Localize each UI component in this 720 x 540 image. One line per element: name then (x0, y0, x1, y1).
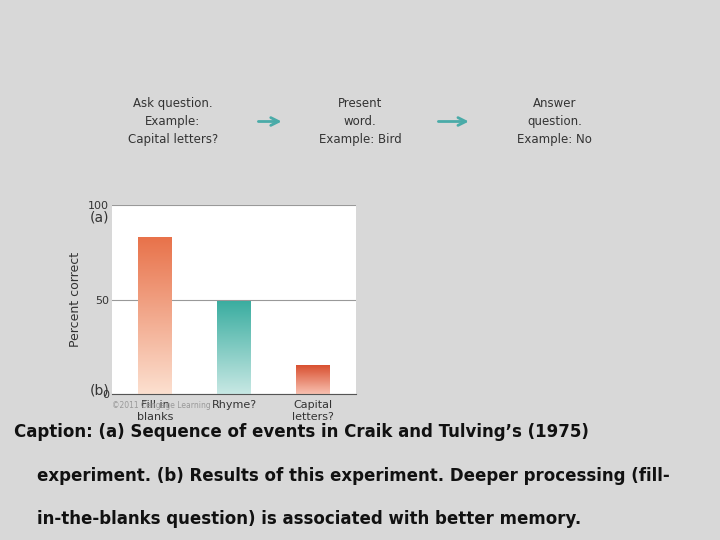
Text: in-the-blanks question) is associated with better memory.: in-the-blanks question) is associated wi… (14, 510, 582, 528)
Y-axis label: Percent correct: Percent correct (69, 252, 82, 347)
Text: Ask question.
Example:
Capital letters?: Ask question. Example: Capital letters? (127, 97, 218, 146)
Text: Answer
question.
Example: No: Answer question. Example: No (517, 97, 592, 146)
Text: ©2011 Cengage Learning: ©2011 Cengage Learning (112, 401, 210, 410)
Text: experiment. (b) Results of this experiment. Deeper processing (fill-: experiment. (b) Results of this experime… (14, 467, 670, 484)
Text: (b): (b) (90, 383, 109, 397)
Text: Caption: (a) Sequence of events in Craik and Tulving’s (1975): Caption: (a) Sequence of events in Craik… (14, 423, 589, 441)
Text: Present
word.
Example: Bird: Present word. Example: Bird (319, 97, 401, 146)
Text: (a): (a) (90, 211, 109, 225)
